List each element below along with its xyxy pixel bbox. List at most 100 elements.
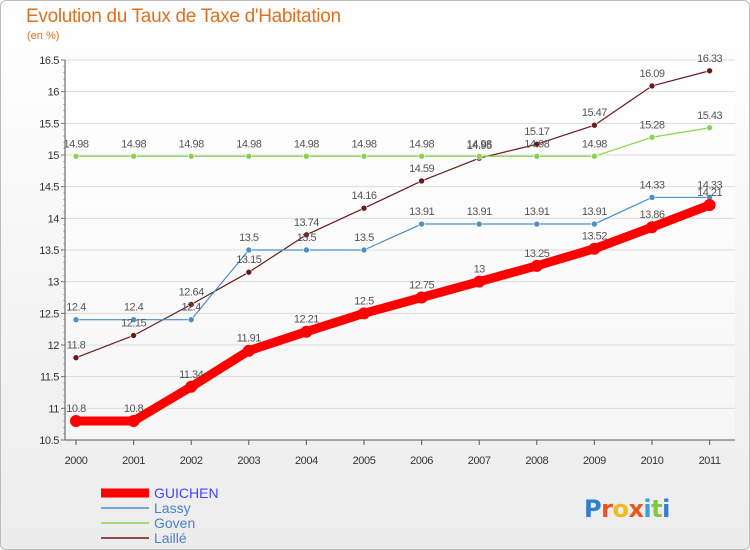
data-point-goven bbox=[303, 152, 310, 160]
data-point-lassy bbox=[533, 220, 541, 228]
data-point-goven bbox=[187, 152, 195, 160]
data-label-goven: 15.43 bbox=[697, 110, 722, 122]
data-label-laillé: 15.47 bbox=[582, 107, 607, 119]
data-label-lassy: 13.5 bbox=[354, 232, 374, 244]
y-tick-label: 15.5 bbox=[39, 118, 59, 130]
data-point-laillé bbox=[360, 204, 368, 212]
data-label-lassy: 13.91 bbox=[524, 206, 549, 218]
brand-letter: x bbox=[628, 495, 644, 523]
data-label-laillé: 14.95 bbox=[467, 140, 492, 152]
data-point-lassy bbox=[245, 246, 253, 254]
series-line-laillé bbox=[75, 70, 711, 359]
data-label-laillé: 16.09 bbox=[639, 68, 664, 80]
brand-letter: P bbox=[584, 495, 601, 523]
data-label-guichen: 12.21 bbox=[294, 314, 319, 326]
data-label-lassy: 14.33 bbox=[697, 179, 722, 191]
data-label-lassy: 13.5 bbox=[297, 232, 317, 244]
data-label-goven: 14.98 bbox=[524, 138, 549, 150]
data-label-laillé: 14.16 bbox=[351, 190, 376, 202]
legend-label-laillé: Laillé bbox=[154, 530, 187, 546]
data-point-goven bbox=[706, 124, 713, 132]
data-point-laillé bbox=[648, 82, 656, 90]
y-tick-label: 10.5 bbox=[39, 435, 59, 447]
data-point-laillé bbox=[591, 121, 598, 129]
data-point-guichen bbox=[300, 325, 313, 338]
x-tick-label: 2005 bbox=[353, 455, 376, 467]
data-point-laillé bbox=[130, 332, 137, 339]
data-label-lassy: 13.91 bbox=[582, 206, 607, 218]
data-label-guichen: 13 bbox=[474, 264, 486, 276]
data-label-guichen: 11.34 bbox=[179, 369, 204, 381]
x-tick-label: 2002 bbox=[180, 455, 203, 467]
y-tick-label: 11.5 bbox=[40, 372, 59, 384]
data-point-laillé bbox=[706, 67, 713, 75]
data-label-guichen: 10.8 bbox=[124, 403, 144, 415]
data-point-laillé bbox=[72, 354, 80, 361]
y-tick-label: 16 bbox=[48, 87, 60, 99]
data-point-guichen bbox=[703, 199, 716, 212]
data-label-goven: 14.98 bbox=[467, 138, 492, 150]
y-tick-label: 12.5 bbox=[39, 308, 59, 320]
data-point-lassy bbox=[187, 316, 195, 323]
data-label-guichen: 12.5 bbox=[354, 295, 374, 307]
data-point-guichen bbox=[242, 344, 255, 357]
x-tick-label: 2008 bbox=[525, 455, 548, 467]
data-point-goven bbox=[360, 152, 368, 160]
data-label-goven: 14.98 bbox=[582, 138, 607, 150]
series-line-goven bbox=[75, 127, 711, 157]
chart-title: Evolution du Taux de Taxe d'Habitation bbox=[26, 6, 341, 27]
axes: 10.5 11 11.5 12 12.5 13 13.5 14 14.5 15 15.5 16 16.5… bbox=[39, 55, 735, 467]
data-label-laillé: 12.15 bbox=[121, 318, 146, 330]
y-tick-label: 12 bbox=[48, 340, 60, 352]
data-label-lassy: 12.4 bbox=[181, 302, 201, 314]
proxiti-logo: Proxiti bbox=[584, 495, 670, 523]
x-tick-label: 2006 bbox=[410, 455, 433, 467]
data-point-lassy bbox=[130, 316, 137, 323]
data-label-laillé: 16.33 bbox=[697, 53, 722, 65]
data-point-laillé bbox=[245, 268, 253, 276]
x-tick-label: 2011 bbox=[699, 455, 721, 467]
data-label-goven: 14.98 bbox=[294, 138, 319, 150]
x-tick-label: 2004 bbox=[295, 455, 318, 467]
data-label-goven: 14.98 bbox=[236, 138, 261, 150]
data-point-laillé bbox=[303, 231, 310, 239]
data-point-guichen bbox=[358, 307, 370, 320]
data-labels: 10.8 10.8 11.34 11.91 12.21 12.5 12.75 13 13.25 1… bbox=[63, 53, 723, 415]
data-label-guichen: 13.52 bbox=[582, 231, 607, 243]
x-tick-label: 2009 bbox=[583, 455, 606, 467]
x-tick-label: 2000 bbox=[65, 455, 88, 467]
data-point-laillé bbox=[533, 140, 541, 148]
legend-label-guichen: GUICHEN bbox=[154, 485, 219, 501]
x-tick-label: 2003 bbox=[237, 455, 260, 467]
x-tick-label: 2010 bbox=[641, 455, 664, 467]
data-point-lassy bbox=[591, 220, 598, 228]
data-point-goven bbox=[418, 152, 425, 160]
y-tick-label: 13 bbox=[48, 277, 60, 289]
brand-letter: r bbox=[601, 495, 613, 523]
data-label-guichen: 13.25 bbox=[524, 248, 549, 260]
data-label-guichen: 10.8 bbox=[66, 403, 86, 415]
brand-letter: i bbox=[662, 495, 670, 523]
data-point-goven bbox=[130, 152, 137, 160]
data-label-guichen: 14.21 bbox=[697, 187, 722, 199]
data-label-lassy: 14.33 bbox=[639, 179, 664, 191]
y-tick-label: 13.5 bbox=[39, 245, 59, 257]
x-tick-label: 2001 bbox=[122, 455, 145, 467]
series-line-guichen bbox=[71, 200, 715, 426]
data-label-laillé: 13.15 bbox=[236, 254, 261, 266]
data-label-guichen: 11.91 bbox=[237, 333, 262, 345]
data-point-goven bbox=[72, 152, 80, 160]
data-label-lassy: 12.4 bbox=[66, 302, 86, 314]
data-label-lassy: 13.91 bbox=[409, 206, 434, 218]
data-point-lassy bbox=[303, 246, 310, 254]
data-label-laillé: 14.59 bbox=[409, 163, 434, 175]
data-point-guichen bbox=[530, 259, 543, 272]
data-point-laillé bbox=[418, 177, 425, 185]
data-label-laillé: 13.74 bbox=[294, 217, 319, 229]
data-point-guichen bbox=[127, 415, 140, 427]
data-point-goven bbox=[648, 133, 656, 141]
series-layer bbox=[70, 67, 716, 427]
data-point-lassy bbox=[648, 194, 656, 201]
data-label-goven: 14.98 bbox=[351, 138, 376, 150]
